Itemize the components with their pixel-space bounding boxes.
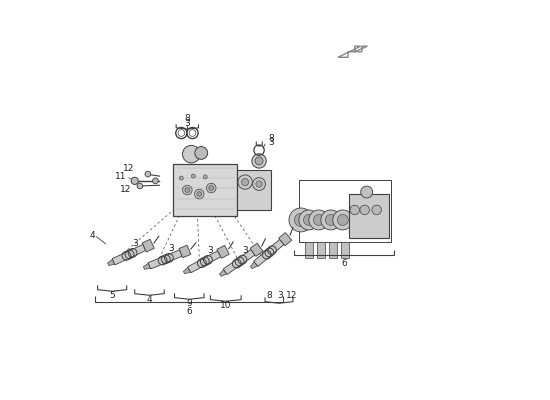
Circle shape: [206, 183, 216, 193]
FancyBboxPatch shape: [173, 164, 237, 216]
Circle shape: [333, 210, 353, 230]
Circle shape: [360, 205, 370, 215]
Polygon shape: [250, 243, 263, 256]
Circle shape: [255, 157, 263, 165]
Polygon shape: [108, 259, 115, 266]
Polygon shape: [142, 239, 155, 252]
Polygon shape: [250, 262, 257, 269]
FancyBboxPatch shape: [317, 242, 325, 258]
Polygon shape: [217, 245, 229, 258]
Circle shape: [191, 174, 195, 178]
FancyBboxPatch shape: [237, 170, 271, 210]
Polygon shape: [148, 250, 182, 269]
Circle shape: [179, 176, 183, 180]
Circle shape: [361, 186, 373, 198]
Polygon shape: [219, 270, 227, 276]
Text: 3: 3: [242, 246, 248, 255]
Polygon shape: [223, 250, 255, 274]
Text: 8: 8: [184, 114, 190, 123]
Text: 5: 5: [109, 291, 115, 300]
Text: 8: 8: [266, 291, 272, 300]
Circle shape: [337, 214, 348, 226]
Circle shape: [195, 189, 204, 199]
FancyBboxPatch shape: [305, 242, 313, 258]
Text: 12: 12: [120, 185, 131, 194]
Circle shape: [294, 213, 307, 226]
Polygon shape: [144, 263, 151, 269]
Text: 3: 3: [277, 291, 283, 300]
Circle shape: [241, 178, 249, 186]
Text: 3: 3: [184, 119, 190, 128]
Circle shape: [325, 214, 336, 226]
Text: 11: 11: [115, 172, 126, 181]
Circle shape: [131, 177, 138, 184]
Circle shape: [145, 171, 151, 177]
Circle shape: [289, 208, 313, 232]
Circle shape: [137, 183, 142, 189]
FancyBboxPatch shape: [341, 242, 349, 258]
Polygon shape: [179, 245, 191, 258]
Circle shape: [195, 146, 208, 159]
Circle shape: [238, 175, 252, 189]
Text: 6: 6: [341, 259, 347, 268]
Circle shape: [183, 145, 200, 163]
Circle shape: [252, 154, 266, 168]
Text: 12: 12: [285, 291, 297, 300]
Polygon shape: [279, 232, 292, 246]
Polygon shape: [338, 46, 367, 57]
Polygon shape: [254, 240, 284, 266]
Circle shape: [204, 175, 207, 179]
Polygon shape: [188, 251, 221, 273]
Circle shape: [183, 185, 192, 195]
Text: 12: 12: [123, 164, 134, 174]
Circle shape: [350, 205, 360, 215]
Circle shape: [321, 210, 341, 230]
Circle shape: [372, 205, 382, 215]
Circle shape: [209, 186, 213, 190]
Text: 4: 4: [147, 295, 152, 304]
FancyBboxPatch shape: [329, 242, 337, 258]
Text: 4: 4: [90, 231, 95, 240]
Circle shape: [252, 178, 266, 190]
Text: 10: 10: [220, 301, 232, 310]
Circle shape: [309, 210, 329, 230]
FancyBboxPatch shape: [349, 194, 389, 238]
Circle shape: [299, 210, 319, 230]
Circle shape: [314, 214, 324, 226]
Text: 6: 6: [186, 307, 192, 316]
Circle shape: [197, 192, 202, 196]
Polygon shape: [112, 244, 146, 265]
Text: 8: 8: [268, 134, 274, 143]
Circle shape: [152, 178, 158, 184]
Circle shape: [185, 188, 190, 192]
Polygon shape: [183, 267, 190, 274]
Circle shape: [304, 214, 315, 226]
Text: 3: 3: [268, 138, 274, 148]
Text: 3: 3: [168, 244, 174, 253]
Text: 3: 3: [132, 239, 138, 248]
Text: 3: 3: [207, 246, 213, 255]
Circle shape: [256, 181, 262, 187]
Text: 9: 9: [186, 299, 192, 308]
